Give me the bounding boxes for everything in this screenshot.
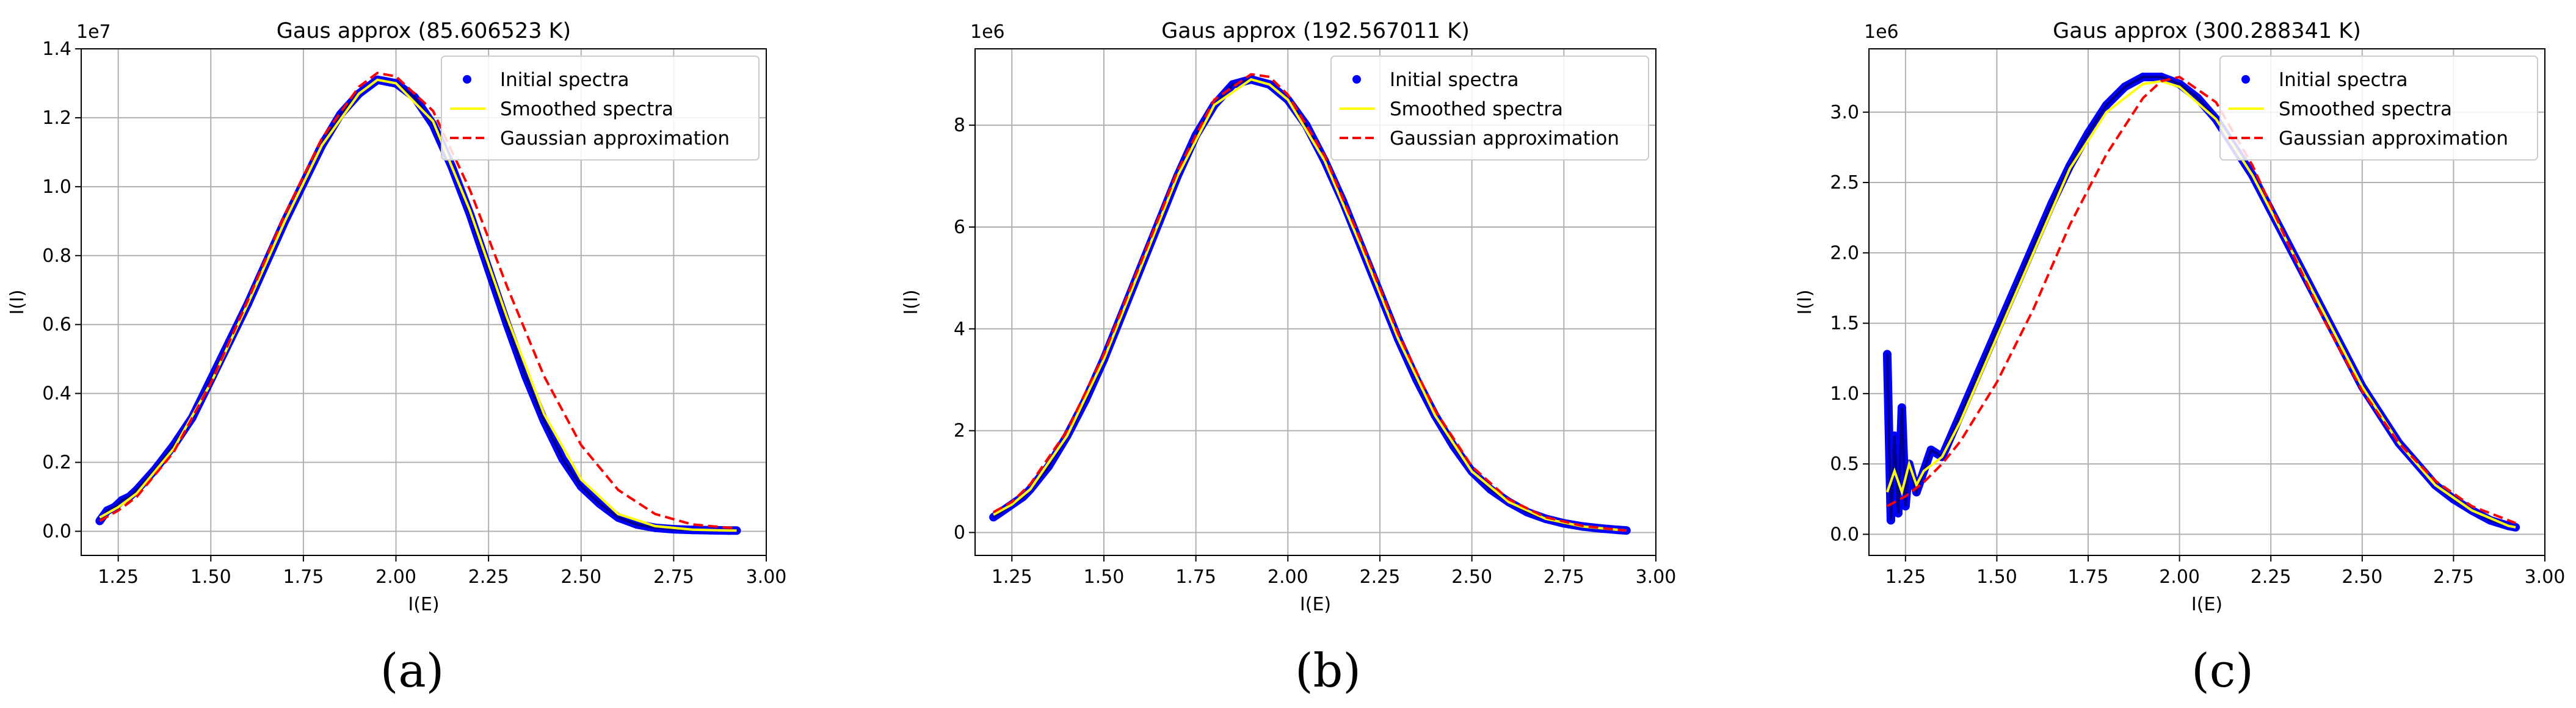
y-offset-label: 1e6	[1864, 21, 1899, 43]
legend-label-gaussian: Gaussian approximation	[500, 128, 730, 150]
y-tick-label: 1.0	[42, 176, 71, 198]
legend-label-gaussian: Gaussian approximation	[1390, 128, 1619, 150]
legend-label-smoothed: Smoothed spectra	[1390, 98, 1563, 120]
x-tick-label: 2.00	[2159, 566, 2200, 588]
x-tick-label: 3.00	[1636, 566, 1677, 588]
y-tick-label: 4	[954, 319, 965, 340]
chart-panel-c: 1.25 1.50 1.75 2.00 2.25 2.50 2.75 3.00 0.0 0.5 1.…	[1794, 19, 2565, 698]
smoothed-spectra-line	[1886, 79, 2516, 529]
x-tick-label: 2.75	[653, 566, 694, 588]
legend-box	[2219, 56, 2538, 161]
chart-panel-a: 1.25 1.50 1.75 2.00 2.25 2.50 2.75 3.00 0.0 0.2 0.…	[7, 19, 786, 698]
legend-marker-initial	[2241, 75, 2250, 84]
y-tick-label: 3.0	[1830, 102, 1859, 123]
subfigure-caption: (c)	[2191, 643, 2254, 698]
legend: Initial spectra Smoothed spectra Gaussian …	[1330, 56, 1649, 161]
legend-label-gaussian: Gaussian approximation	[2279, 128, 2508, 150]
plot-area	[989, 73, 1631, 535]
x-axis-label: I(E)	[1300, 594, 1331, 615]
y-tick-label: 0.8	[42, 245, 71, 267]
x-tick-label: 2.00	[1268, 566, 1308, 588]
y-tick-label: 8	[954, 115, 965, 136]
x-tick-label: 2.50	[1451, 566, 1492, 588]
x-tick-label: 1.75	[2068, 566, 2109, 588]
x-tick-label: 1.50	[1084, 566, 1125, 588]
legend-label-initial: Initial spectra	[1390, 69, 1518, 91]
gaussian-approximation-line	[1886, 75, 2516, 524]
x-tick-label: 2.25	[2251, 566, 2291, 588]
gaussian-approximation-line	[99, 71, 737, 529]
y-tick-label: 0	[954, 522, 965, 543]
chart-title: Gaus approx (192.567011 K)	[1161, 19, 1470, 43]
x-tick-label: 2.25	[468, 566, 509, 588]
axes-frame	[974, 48, 1656, 556]
y-tick-label: 0.0	[1830, 524, 1859, 545]
x-tick-label: 1.50	[190, 566, 231, 588]
gaussian-approximation-line	[993, 73, 1627, 532]
subfigure-caption: (b)	[1295, 643, 1361, 698]
x-tick-label: 3.00	[2525, 566, 2566, 588]
legend-box	[441, 56, 760, 161]
x-tick-label: 1.75	[283, 566, 324, 588]
y-axis-label: I(I)	[1794, 289, 1816, 314]
y-tick-label: 2.5	[1830, 172, 1859, 193]
x-tick-label: 3.00	[746, 566, 787, 588]
y-tick-label: 0.0	[42, 521, 71, 542]
y-tick-label: 1.5	[1830, 313, 1859, 334]
axes-frame	[81, 48, 767, 556]
smoothed-spectra-line	[99, 78, 737, 532]
y-offset-label: 1e6	[970, 21, 1005, 43]
y-tick-label: 1.0	[1830, 383, 1859, 405]
y-tick-label: 0.6	[42, 314, 71, 336]
smoothed-spectra-line	[993, 78, 1627, 532]
x-tick-label: 1.50	[1976, 566, 2017, 588]
y-tick-label: 0.5	[1830, 453, 1859, 475]
y-tick-label: 1.2	[42, 107, 71, 129]
x-tick-label: 1.25	[1885, 566, 1926, 588]
y-tick-label: 1.4	[42, 38, 71, 60]
legend-label-initial: Initial spectra	[500, 69, 629, 91]
legend-label-smoothed: Smoothed spectra	[2279, 98, 2452, 120]
chart-panel-b: 1.25 1.50 1.75 2.00 2.25 2.50 2.75 3.00 0 2 4 6 8 Gau…	[901, 19, 1676, 698]
legend-label-initial: Initial spectra	[2279, 69, 2407, 91]
x-axis-label: I(E)	[2191, 594, 2222, 615]
x-tick-label: 2.25	[1360, 566, 1401, 588]
chart-title: Gaus approx (300.288341 K)	[2053, 19, 2361, 43]
x-axis-label: I(E)	[408, 594, 439, 615]
y-offset-label: 1e7	[76, 21, 111, 43]
y-axis-label: I(I)	[901, 289, 922, 314]
plot-area	[95, 71, 741, 535]
y-tick-label: 0.4	[42, 383, 71, 405]
axes-frame	[1868, 48, 2545, 556]
y-tick-label: 6	[954, 217, 965, 238]
legend-marker-initial	[463, 75, 471, 84]
x-tick-label: 1.25	[992, 566, 1032, 588]
chart-title: Gaus approx (85.606523 K)	[277, 19, 571, 43]
legend-box	[1330, 56, 1649, 161]
y-tick-label: 2.0	[1830, 242, 1859, 264]
y-tick-label: 0.2	[42, 452, 71, 474]
legend-marker-initial	[1352, 75, 1361, 84]
x-tick-label: 2.00	[376, 566, 416, 588]
y-tick-label: 2	[954, 421, 965, 442]
x-tick-label: 1.25	[98, 566, 139, 588]
subfigure-caption: (a)	[380, 643, 444, 698]
legend: Initial spectra Smoothed spectra Gaussian …	[2219, 56, 2538, 161]
y-axis-label: I(I)	[7, 289, 28, 314]
x-tick-label: 2.75	[2433, 566, 2474, 588]
x-tick-label: 2.75	[1544, 566, 1584, 588]
legend: Initial spectra Smoothed spectra Gaussian …	[441, 56, 760, 161]
legend-label-smoothed: Smoothed spectra	[500, 98, 673, 120]
x-tick-label: 2.50	[2342, 566, 2382, 588]
x-tick-label: 2.50	[561, 566, 601, 588]
x-tick-label: 1.75	[1175, 566, 1216, 588]
plot-area	[1882, 73, 2520, 532]
